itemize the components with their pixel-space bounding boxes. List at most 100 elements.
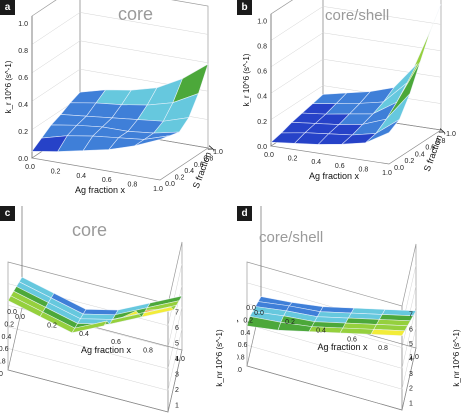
wall-gridline: [270, 85, 324, 120]
y-tick-label: 0.0: [394, 165, 404, 172]
tick-labels: 0.00.20.40.60.81.00.00.20.40.60.81.00.00…: [242, 18, 456, 181]
wall-gridline: [31, 12, 81, 45]
panel-title: core: [118, 4, 153, 24]
x-axis-title: Ag fraction x: [309, 171, 360, 181]
y-tick-label: 0.8: [237, 355, 245, 362]
z-tick-label: 0.2: [18, 129, 28, 136]
surface-patch: [370, 329, 406, 337]
x-tick-label: 0.6: [347, 336, 357, 343]
z-axis-title: k_nr 10^6 (s^-1): [452, 329, 461, 387]
y-tick-label: 0.6: [238, 342, 248, 349]
y-tick-label: 0.4: [415, 151, 425, 158]
z-tick-label: 0.6: [18, 75, 28, 82]
x-tick-label: 0.0: [25, 164, 35, 171]
z-tick-label: 2: [175, 387, 179, 394]
surface-mesh: [31, 63, 209, 152]
y-tick-label: 0.6: [0, 346, 9, 353]
surface-plot-c: 0.00.20.40.60.81.00.00.20.40.60.81.01234…: [0, 200, 224, 413]
wall-gridline: [401, 327, 417, 390]
wall-gridline: [322, 6, 442, 25]
y-tick-label: 0.8: [0, 359, 6, 366]
surface-patch: [339, 327, 375, 335]
y-tick-label: 1.0: [446, 131, 456, 138]
x-tick-label: 1.0: [153, 186, 163, 193]
wall-gridline: [79, 40, 209, 64]
z-tick-label: 6: [175, 325, 179, 332]
panel-letter: d: [237, 206, 252, 221]
z-tick-label: 7: [175, 310, 179, 317]
z-tick-label: 0.8: [257, 43, 267, 50]
panel-a: a 0.0 0.2 0.4 0.6 0.8 1.0 0.0 0.2 0.4 0.6 0.8 1.0 0.…: [0, 0, 237, 206]
surface-patch: [31, 135, 68, 152]
panel-b: b 0.0 0.2 0.4 0.6 0.8 1.0 0.0 0.2 0.4 0.6 0.8 1.0 0.…: [237, 0, 474, 206]
surface-plot-d: 0.00.20.40.60.81.00.00.20.40.60.81.01234…: [215, 200, 461, 411]
surface-plot-a: 0.00.20.40.60.81.00.00.20.40.60.81.00.00…: [4, 0, 223, 195]
z-axis-title: k_r 10^6 (s^-1): [4, 60, 13, 113]
panel-d: d 0.00.20.40.60.81.00.00.20.40.60.81.012…: [215, 200, 474, 413]
surface-plot-b: 0.00.20.40.60.81.00.00.20.40.60.81.00.00…: [242, 0, 456, 181]
x-tick-label: 0.2: [51, 168, 61, 175]
z-tick-label: 1: [175, 402, 179, 409]
y-tick-label: 0.4: [184, 168, 194, 175]
panel-title: core: [72, 220, 107, 240]
z-tick-label: 5: [175, 341, 179, 348]
wall-gridline: [167, 285, 183, 348]
surface-patch: [317, 133, 353, 145]
x-tick-label: 0.6: [102, 177, 112, 184]
z-tick-label: 1.0: [18, 21, 28, 28]
wall-gridline: [7, 326, 169, 370]
z-axis-title: k_nr 10^6 (s^-1): [215, 329, 224, 387]
y-tick-label: 0.4: [241, 330, 251, 337]
panel-letter: b: [237, 0, 252, 15]
x-tick-label: 1.0: [382, 170, 392, 177]
x-tick-label: 0.8: [378, 345, 388, 352]
y-tick-label: 0.0: [7, 309, 17, 316]
wall-gridline: [401, 306, 417, 369]
wall-gridline: [31, 68, 81, 102]
wall-gridline: [270, 6, 324, 41]
x-tick-label: 0.8: [143, 348, 153, 355]
z-tick-label: 3: [175, 371, 179, 378]
z-tick-label: 0.4: [257, 94, 267, 101]
x-tick-label: 0.6: [335, 163, 345, 170]
z-tick-label: 0.2: [257, 119, 267, 126]
x-tick-label: 0.4: [76, 173, 86, 180]
z-tick-label: 0.6: [257, 69, 267, 76]
floor: [7, 307, 183, 413]
x-tick-label: 0.0: [264, 152, 274, 159]
wall-gridline: [31, 40, 81, 74]
wall-gridline: [167, 328, 183, 391]
x-axis-title: Ag fraction x: [317, 342, 368, 352]
x-tick-label: 0.4: [316, 328, 326, 335]
surface-patch: [82, 135, 119, 151]
z-tick-label: 6: [409, 326, 413, 333]
z-tick-label: 4: [175, 356, 179, 363]
y-tick-label: 1.0: [0, 371, 3, 378]
surface-patch: [308, 326, 344, 334]
x-tick-label: 1.0: [175, 356, 185, 363]
z-tick-label: 4: [409, 356, 413, 363]
z-tick-label: 0.0: [18, 156, 28, 163]
z-tick-label: 0.0: [257, 144, 267, 151]
tick-labels: 0.00.20.40.60.81.00.00.20.40.60.81.01234…: [0, 309, 224, 409]
z-tick-label: 3: [409, 371, 413, 378]
wall-gridline: [246, 324, 403, 369]
x-axis-title: Ag fraction x: [75, 185, 126, 195]
wall-gridline: [270, 58, 324, 94]
wall-gridline: [167, 306, 183, 369]
panel-letter: a: [0, 0, 15, 15]
x-axis-title: Ag fraction x: [81, 345, 132, 355]
x-tick-label: 0.4: [79, 331, 89, 338]
x-tick-label: 0.4: [311, 159, 321, 166]
y-tick-label: 0.6: [425, 145, 435, 152]
x-tick-label: 1.0: [409, 354, 419, 361]
y-tick-label: 0.6: [194, 162, 204, 169]
y-tick-label: 0.2: [405, 158, 415, 165]
panel-title: core/shell: [259, 229, 323, 246]
y-tick-label: 0.2: [243, 317, 253, 324]
y-tick-label: 0.2: [175, 175, 185, 182]
wall-gridline: [322, 58, 442, 78]
y-tick-label: 0.2: [4, 321, 14, 328]
z-tick-label: 0.8: [18, 48, 28, 55]
